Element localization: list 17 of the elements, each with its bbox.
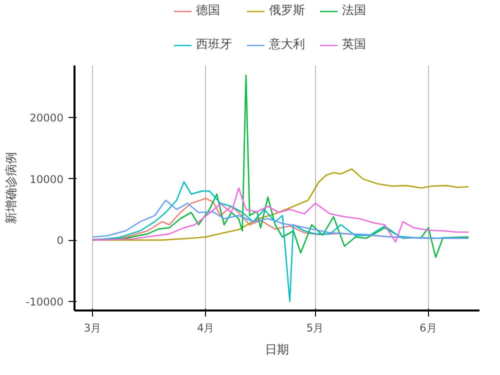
legend-label: 西班牙	[196, 36, 232, 53]
x-axis-title: 日期	[265, 342, 289, 356]
x-tick-label: 5月	[306, 322, 324, 334]
legend-label: 英国	[342, 36, 366, 53]
y-tick-label: -10000	[26, 295, 64, 308]
line-series	[92, 187, 470, 243]
legend-label: 意大利	[269, 36, 305, 53]
y-tick-label: 10000	[30, 172, 64, 186]
y-axis-title: 新增确诊病例	[4, 152, 18, 224]
x-tick-label: 3月	[84, 322, 102, 334]
legend-label: 德国	[196, 2, 220, 19]
legend-label: 俄罗斯	[269, 2, 305, 19]
x-tick-label: 4月	[196, 322, 215, 334]
y-tick-label: 0	[56, 234, 64, 248]
y-tick-label: 20000	[30, 112, 64, 125]
x-tick-label: 6月	[420, 322, 438, 334]
legend-label: 法国	[342, 2, 366, 19]
